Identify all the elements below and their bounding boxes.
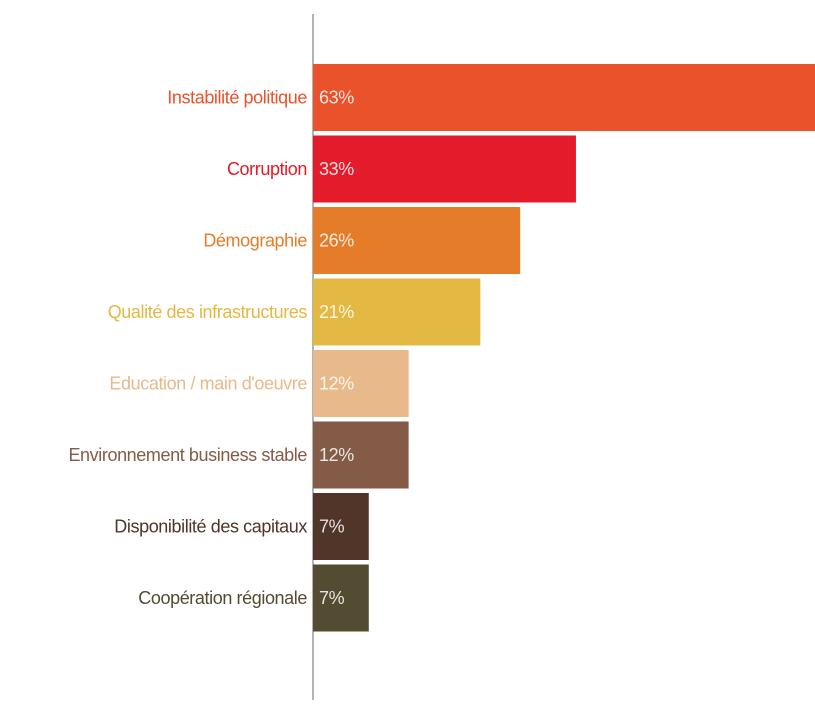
category-label: Démographie <box>203 230 307 250</box>
bar <box>313 564 369 632</box>
bar <box>313 350 409 417</box>
value-label: 26% <box>319 230 354 250</box>
value-label: 7% <box>319 516 345 536</box>
category-label: Instabilité politique <box>167 87 307 107</box>
bar <box>313 278 481 346</box>
value-label: 12% <box>319 373 354 393</box>
category-label: Disponibilité des capitaux <box>114 516 307 536</box>
value-label: 63% <box>319 87 354 107</box>
value-label: 33% <box>319 159 354 179</box>
category-label: Corruption <box>227 159 307 179</box>
bar <box>313 421 409 489</box>
bar <box>313 493 369 560</box>
category-label: Qualité des infrastructures <box>108 302 308 322</box>
value-label: 21% <box>319 302 354 322</box>
category-label: Environnement business stable <box>68 445 307 465</box>
bar <box>313 64 815 131</box>
value-label: 7% <box>319 588 345 608</box>
bar <box>313 135 576 203</box>
category-label: Coopération régionale <box>138 588 307 608</box>
value-label: 12% <box>319 445 354 465</box>
bar <box>313 207 521 274</box>
category-label: Education / main d'oeuvre <box>109 373 307 393</box>
